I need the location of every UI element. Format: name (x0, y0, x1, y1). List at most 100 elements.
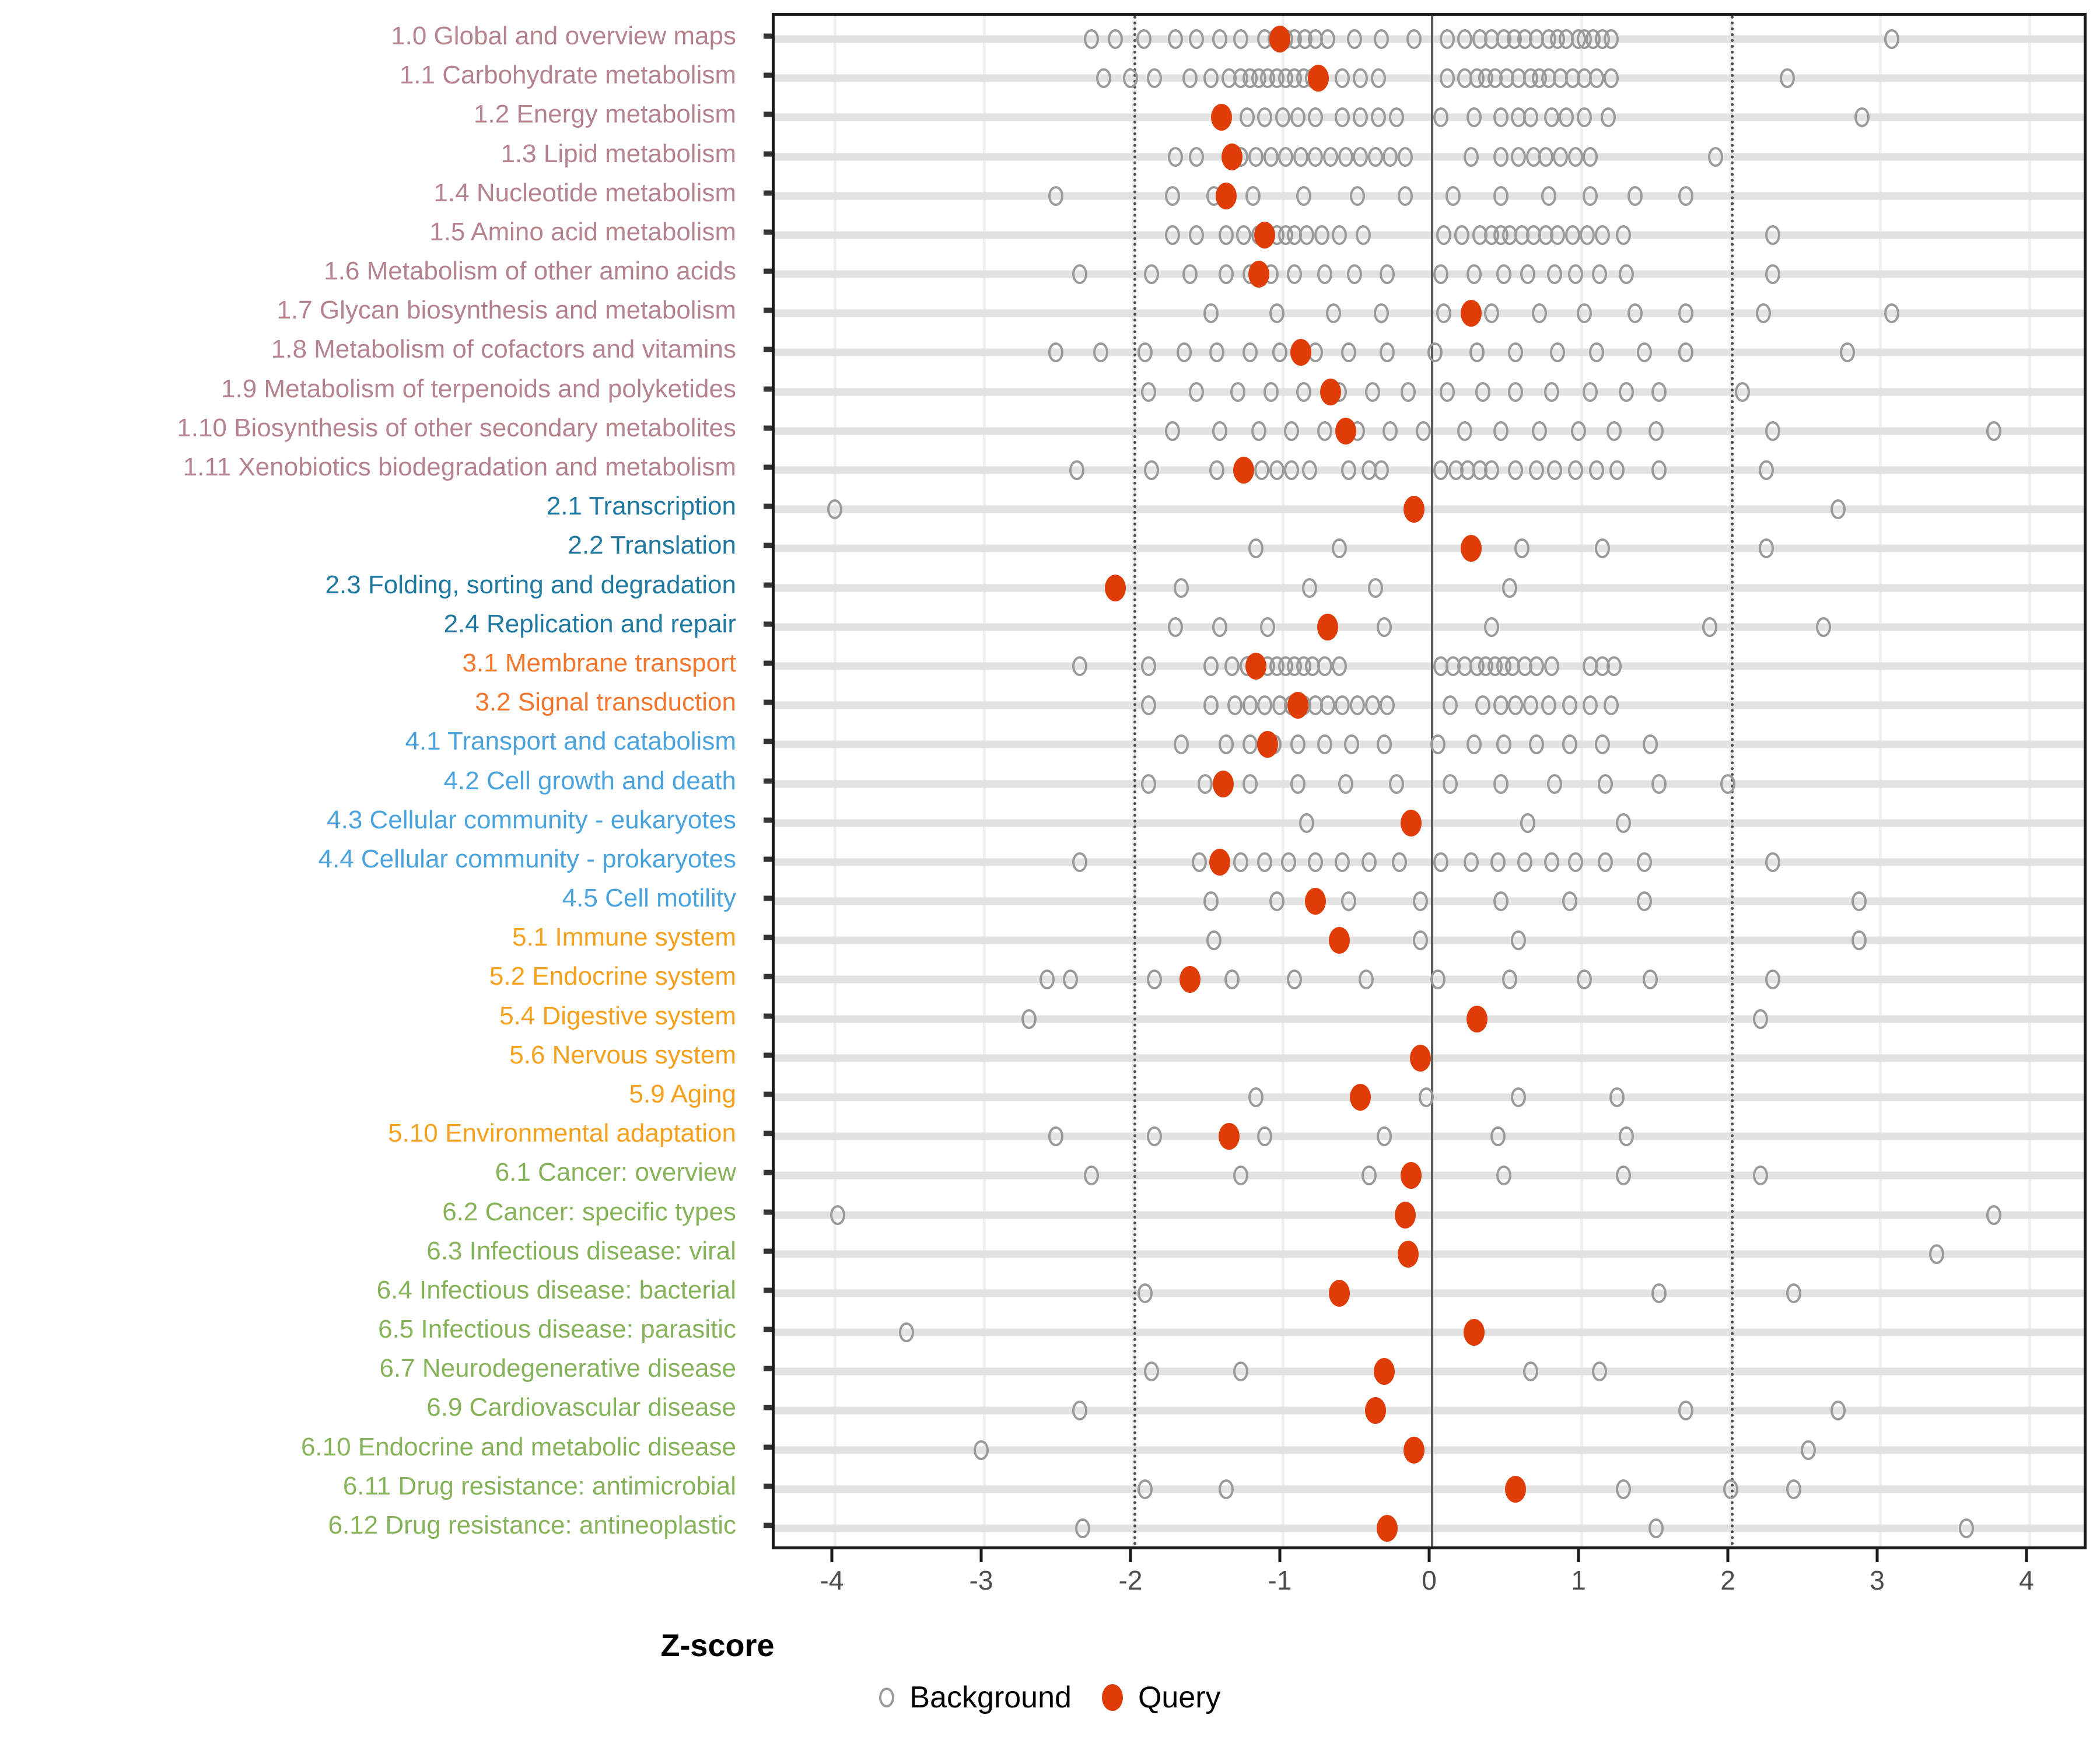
background-point (1430, 734, 1446, 755)
background-point (1242, 695, 1258, 716)
query-point (1350, 1083, 1371, 1111)
background-point (1167, 617, 1183, 637)
background-point (1648, 1518, 1664, 1538)
y-axis-tick (764, 425, 772, 431)
query-point (1398, 1240, 1419, 1268)
background-point (898, 1322, 914, 1343)
row-gridline (775, 231, 2084, 239)
background-point (1233, 852, 1249, 872)
background-point (1397, 186, 1413, 206)
background-point (1269, 303, 1284, 324)
row-gridline (775, 975, 2084, 984)
background-point (1511, 930, 1527, 951)
y-axis-tick (764, 974, 772, 979)
background-point (1520, 264, 1535, 285)
background-point (1594, 734, 1610, 755)
background-point (1541, 186, 1556, 206)
background-point (1136, 29, 1152, 49)
background-point (1529, 460, 1545, 481)
background-point (1206, 930, 1222, 951)
background-point (1224, 656, 1240, 676)
query-point (1105, 574, 1126, 601)
background-point (1263, 146, 1279, 167)
background-point (1466, 107, 1482, 128)
row-gridline (775, 897, 2084, 905)
background-point (1182, 264, 1198, 285)
background-point (1146, 1126, 1162, 1147)
y-axis-category-label: 5.2 Endocrine system (489, 962, 736, 991)
y-axis-category-label: 1.5 Amino acid metabolism (429, 217, 736, 246)
y-axis-tick (764, 1483, 772, 1489)
background-point (1346, 29, 1362, 49)
background-point (1546, 460, 1562, 481)
background-point (1212, 617, 1228, 637)
background-point (1209, 460, 1225, 481)
background-point (1143, 460, 1159, 481)
background-point (1550, 225, 1566, 245)
background-point (1538, 146, 1553, 167)
x-axis-tick (830, 1549, 834, 1562)
background-point (1406, 29, 1422, 49)
background-point (1096, 68, 1111, 89)
background-point (1290, 774, 1306, 794)
y-axis-tick (764, 621, 772, 627)
background-point (1340, 460, 1356, 481)
background-point (1397, 146, 1413, 167)
background-point (1815, 617, 1831, 637)
x-axis-tick-label: -3 (969, 1565, 993, 1595)
query-point (1209, 848, 1231, 876)
background-point (1427, 342, 1443, 363)
y-axis-category-label: 2.3 Folding, sorting and degradation (325, 570, 737, 599)
x-axis: -4 -3 -2 -1 0 1 2 3 4 (772, 1549, 2087, 1619)
background-point (1583, 146, 1598, 167)
background-point (1567, 146, 1583, 167)
query-point (1329, 1279, 1350, 1307)
background-point (1072, 852, 1087, 872)
background-point (827, 499, 842, 520)
background-point (1544, 382, 1559, 402)
background-point (1146, 970, 1162, 990)
background-point (1544, 107, 1559, 128)
y-axis-tick (764, 856, 772, 862)
y-axis-tick (764, 1287, 772, 1293)
y-axis-tick (764, 1170, 772, 1175)
y-axis-tick (764, 33, 772, 39)
background-point (1469, 342, 1485, 363)
x-axis-tick (1726, 1549, 1730, 1562)
background-point (1335, 68, 1350, 89)
background-point (1340, 342, 1356, 363)
y-axis-tick (764, 464, 772, 470)
background-point (1986, 421, 2001, 441)
query-point (1257, 731, 1279, 758)
background-point (1884, 303, 1900, 324)
y-axis-category-label: 4.4 Cellular community - prokaryotes (318, 844, 736, 873)
background-point (1364, 382, 1380, 402)
query-point (1374, 1358, 1395, 1385)
background-point (1642, 970, 1658, 990)
background-point (1678, 186, 1694, 206)
y-axis-category-label: 4.1 Transport and catabolism (405, 727, 736, 756)
y-axis-category-label: 1.2 Energy metabolism (474, 100, 736, 129)
background-point (1433, 852, 1449, 872)
background-point (1546, 264, 1562, 285)
row-gridline (775, 1211, 2084, 1219)
background-point (1364, 695, 1380, 716)
query-point (1269, 26, 1290, 52)
x-axis-tick-label: -2 (1118, 1565, 1143, 1595)
background-point (1520, 813, 1535, 833)
background-point (1302, 460, 1318, 481)
y-axis-tick (764, 542, 772, 548)
background-point (1496, 264, 1511, 285)
background-point (1212, 421, 1228, 441)
background-point (1203, 695, 1219, 716)
background-point (1248, 146, 1264, 167)
background-point (973, 1440, 989, 1460)
background-point (1615, 1479, 1631, 1499)
background-point (1239, 107, 1255, 128)
background-point (1609, 460, 1625, 481)
background-point (1475, 695, 1491, 716)
background-point (1272, 342, 1287, 363)
y-axis-category-label: 6.10 Endocrine and metabolic disease (300, 1432, 736, 1461)
background-point (1484, 303, 1500, 324)
background-point (1298, 813, 1314, 833)
